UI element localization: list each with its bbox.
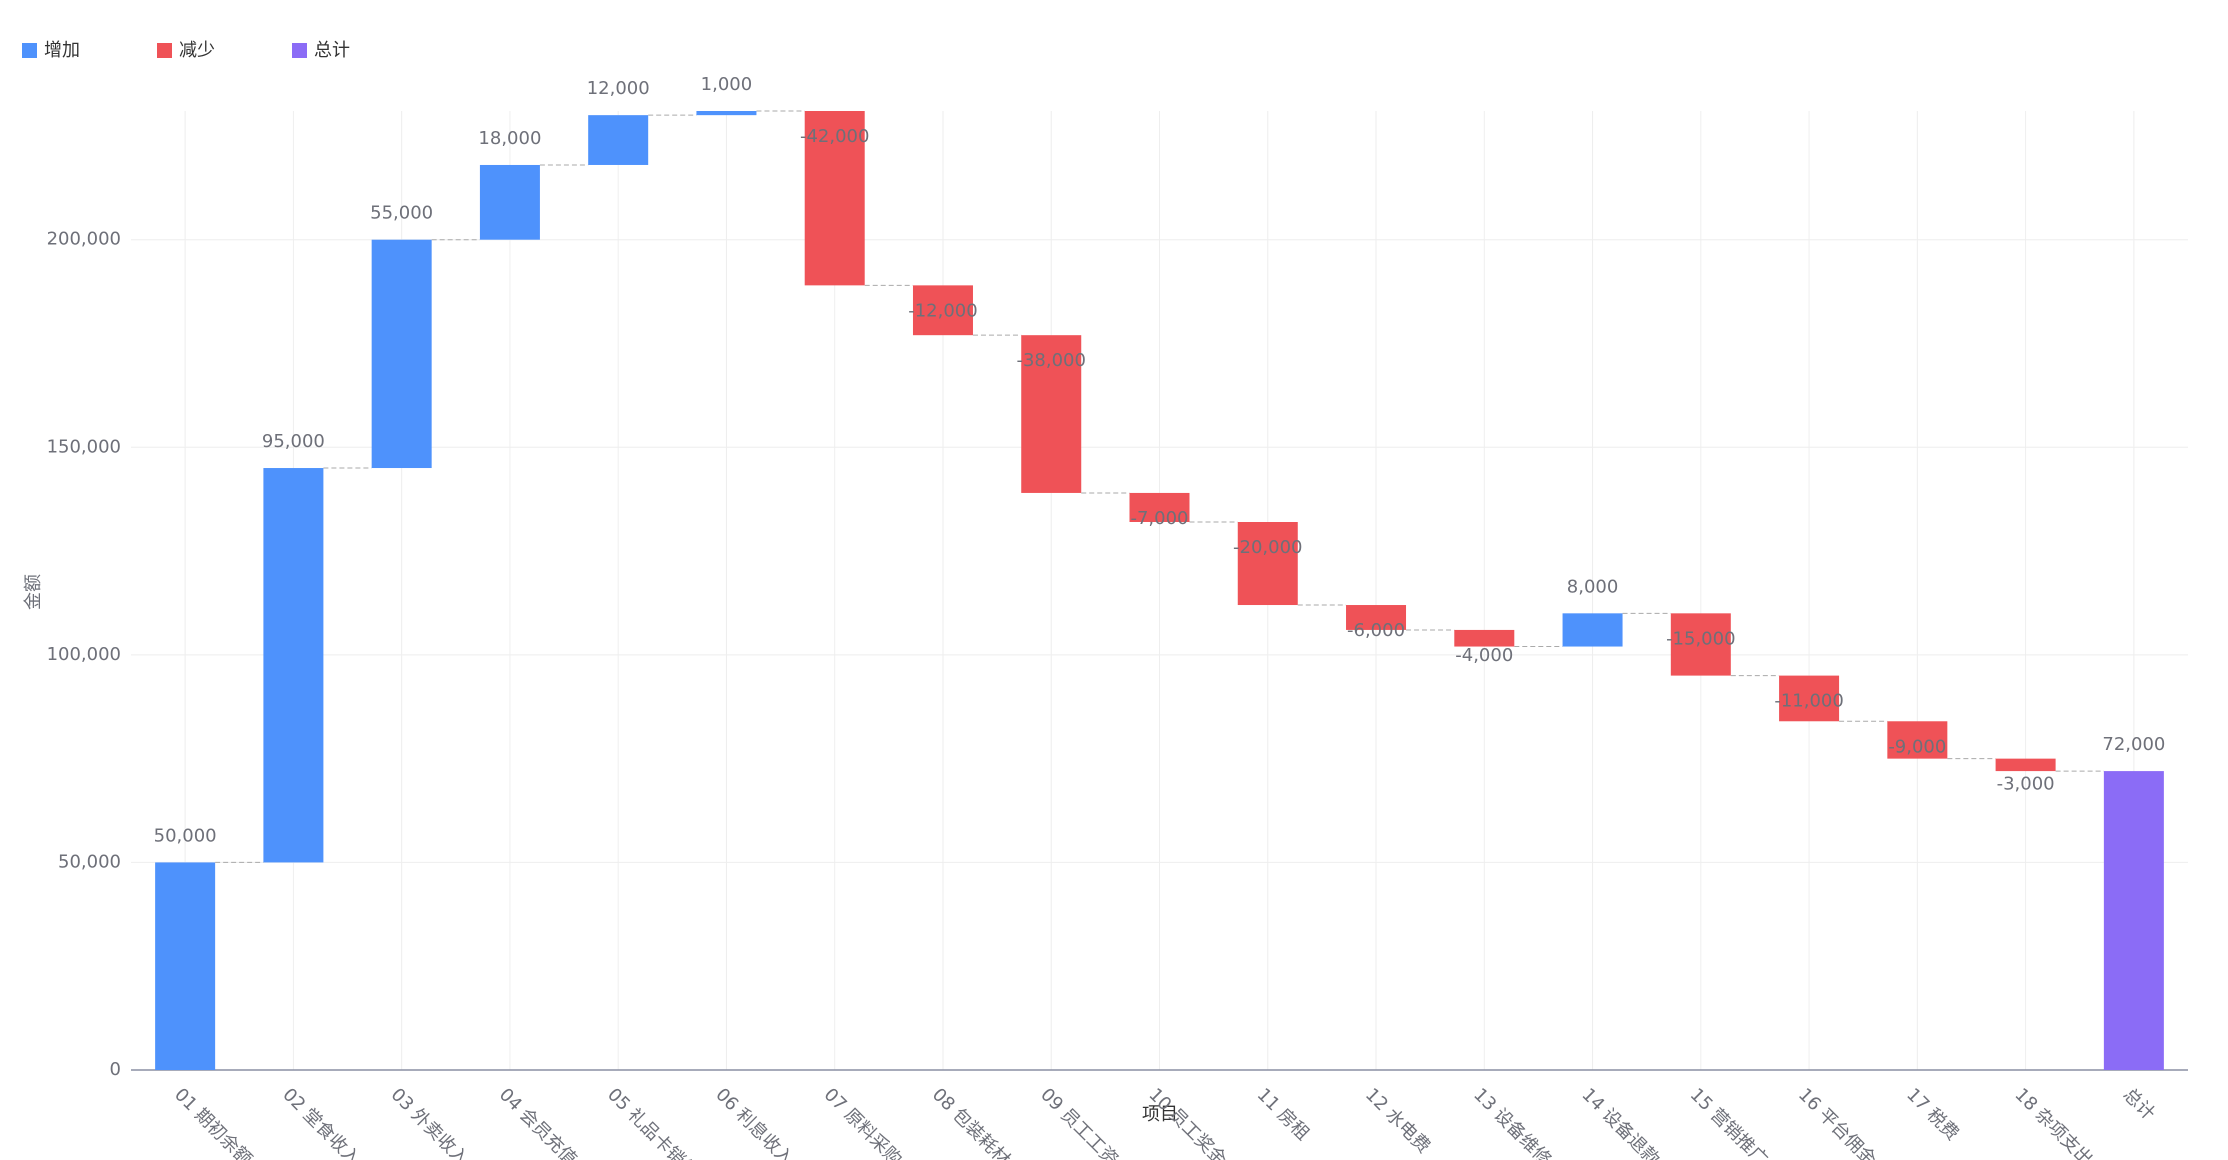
bar [1670, 613, 1731, 676]
value-label: -7,000 [1130, 508, 1188, 529]
bar [155, 862, 216, 1070]
value-label: -3,000 [1997, 774, 2055, 795]
x-axis-title: 项目 [1142, 1104, 1178, 1125]
value-label: 55,000 [370, 203, 433, 224]
value-label: -4,000 [1455, 645, 1513, 666]
x-tick-label: 03 外卖收入 [387, 1084, 473, 1160]
value-label: 72,000 [2102, 734, 2165, 755]
x-tick-label: 07 原料采购 [820, 1084, 906, 1160]
legend-label: 减少 [179, 40, 215, 61]
value-label: 12,000 [587, 78, 650, 99]
x-tick-label: 14 设备退款 [1577, 1084, 1663, 1160]
y-tick-label: 50,000 [58, 851, 121, 872]
legend-label: 总计 [314, 40, 350, 61]
x-tick-label: 总计 [2119, 1084, 2159, 1124]
bar [912, 285, 973, 336]
legend-swatch [292, 43, 307, 58]
bar [1995, 758, 2056, 772]
value-label: -12,000 [908, 300, 977, 321]
y-axis-title: 金额 [23, 574, 44, 610]
legend-label: 增加 [44, 40, 80, 61]
x-tick-label: 12 水电费 [1361, 1084, 1434, 1157]
bar [1887, 721, 1948, 759]
value-label: -38,000 [1016, 350, 1085, 371]
x-tick-label: 06 利息收入 [711, 1084, 797, 1160]
bar [1779, 675, 1840, 722]
value-label: 50,000 [154, 825, 217, 846]
x-tick-label: 18 杂项支出 [2011, 1084, 2097, 1160]
x-tick-label: 08 包装耗材 [928, 1084, 1014, 1160]
value-label: 8,000 [1567, 576, 1619, 597]
x-tick-label: 05 礼品卡销售 [603, 1084, 702, 1160]
value-label: -15,000 [1666, 628, 1735, 649]
x-tick-label: 02 堂食收入 [278, 1084, 364, 1160]
bar [1454, 629, 1515, 647]
legend-swatch [157, 43, 172, 58]
y-tick-label: 0 [110, 1059, 121, 1080]
value-label: 95,000 [262, 431, 325, 452]
x-tick-label: 16 平台佣金 [1794, 1084, 1880, 1160]
value-label: -9,000 [1888, 736, 1946, 757]
y-tick-label: 150,000 [47, 436, 121, 457]
bar [1346, 605, 1407, 630]
x-tick-label: 01 期初余额 [170, 1084, 256, 1160]
x-tick-label: 04 会员充值 [495, 1084, 581, 1160]
bar [1129, 492, 1190, 522]
value-label: 1,000 [701, 74, 753, 95]
value-label: 18,000 [478, 128, 541, 149]
x-tick-label: 13 设备维修 [1469, 1084, 1555, 1160]
bar [1562, 613, 1623, 647]
bar [2103, 771, 2164, 1070]
bar [1237, 522, 1298, 606]
value-label: -20,000 [1233, 537, 1302, 558]
value-label: -11,000 [1774, 691, 1843, 712]
legend-swatch [22, 43, 37, 58]
x-tick-label: 17 税费 [1902, 1084, 1963, 1145]
x-tick-label: 09 员工工资 [1036, 1084, 1122, 1160]
value-label: -6,000 [1347, 620, 1405, 641]
value-label: -42,000 [800, 126, 869, 147]
x-tick-label: 15 营销推广 [1686, 1084, 1772, 1160]
bar [804, 111, 865, 286]
bar [588, 115, 649, 165]
y-tick-label: 200,000 [47, 229, 121, 250]
bar [263, 468, 324, 863]
x-tick-label: 11 房租 [1253, 1084, 1314, 1145]
bar [696, 111, 757, 116]
y-tick-label: 100,000 [47, 644, 121, 665]
bar [479, 164, 540, 240]
bar [371, 239, 432, 469]
bar [1021, 335, 1082, 493]
